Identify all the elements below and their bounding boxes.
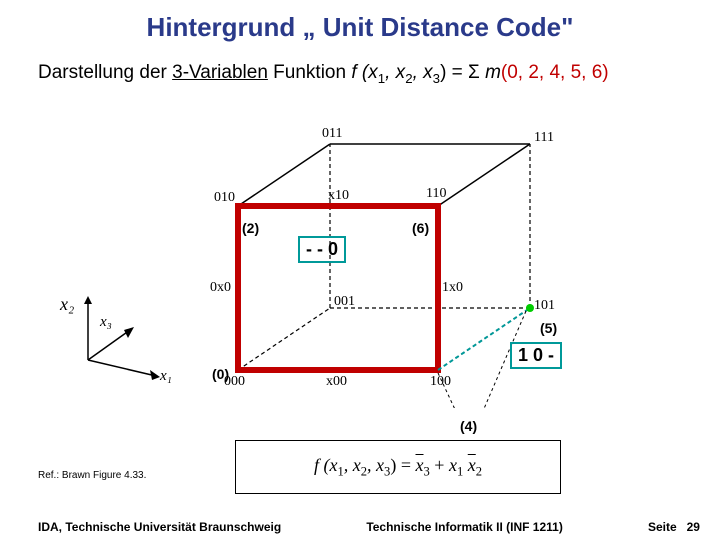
desc-pre: Darstellung der bbox=[38, 62, 172, 83]
footer-page-num: 29 bbox=[687, 520, 700, 534]
desc-m: m bbox=[485, 62, 501, 83]
vertex-100-label: 100 bbox=[430, 374, 451, 390]
axes-diagram: x₃ x₁ bbox=[52, 290, 182, 400]
eq-t3: x bbox=[468, 455, 476, 475]
annot-0: (0) bbox=[212, 366, 229, 382]
eq-c2: , x bbox=[367, 455, 384, 475]
eq-mid: ) = bbox=[390, 455, 415, 475]
eq-lhs: (x bbox=[319, 455, 337, 475]
desc-underlined: 3-Variablen bbox=[172, 62, 268, 83]
equation-box: f (x1, x2, x3) = x3 + x1 x2 bbox=[235, 440, 561, 494]
vertex-110-label: 110 bbox=[426, 186, 446, 202]
edge-0x0-label: 0x0 bbox=[210, 280, 231, 296]
annot-2: (2) bbox=[242, 220, 259, 236]
eq-t3s: 2 bbox=[476, 464, 482, 478]
desc-s1: 1 bbox=[378, 71, 385, 86]
group-box-1: - - 0 bbox=[298, 236, 346, 263]
annot-5: (5) bbox=[540, 320, 557, 336]
footer-page-label: Seite bbox=[648, 520, 677, 534]
footer-left: IDA, Technische Universität Braunschweig bbox=[38, 520, 281, 534]
desc-minterms: (0, 2, 4, 5, 6) bbox=[501, 62, 609, 83]
vertex-010-label: 010 bbox=[214, 190, 235, 206]
annot-4: (4) bbox=[460, 418, 477, 434]
eq-c1: , x bbox=[344, 455, 361, 475]
vertex-011-label: 011 bbox=[322, 126, 342, 142]
desc-s3: 3 bbox=[433, 71, 440, 86]
page-title: Hintergrund „ Unit Distance Code" bbox=[0, 12, 720, 43]
desc-s2: 2 bbox=[405, 71, 412, 86]
eq-t1: x bbox=[416, 455, 424, 475]
desc-eq: ) = Σ bbox=[440, 62, 485, 83]
description-text: Darstellung der 3-Variablen Funktion f (… bbox=[38, 60, 698, 88]
desc-args: (x bbox=[357, 62, 378, 83]
reference-text: Ref.: Brawn Figure 4.33. bbox=[38, 470, 146, 481]
desc-c1: , x bbox=[385, 62, 405, 83]
vertex-111-label: 111 bbox=[534, 130, 554, 146]
annot-6: (6) bbox=[412, 220, 429, 236]
vertex-101-label: 101 bbox=[534, 298, 555, 314]
axis-x3-label: x₃ bbox=[100, 314, 112, 331]
edge-x10-label: x10 bbox=[328, 188, 349, 204]
edge-x00-label: x00 bbox=[326, 374, 347, 390]
cube-diagram: 000 100 010 110 001 101 011 111 x10 0x0 … bbox=[180, 108, 580, 408]
desc-mid: Funktion bbox=[268, 62, 351, 83]
vertex-001-label: 001 bbox=[334, 294, 355, 310]
page-footer: IDA, Technische Universität Braunschweig… bbox=[38, 520, 700, 534]
edge-1x0-label: 1x0 bbox=[442, 280, 463, 296]
group-box-2: 1 0 - bbox=[510, 342, 562, 369]
desc-c2: , x bbox=[413, 62, 433, 83]
axis-x1-label: x₁ bbox=[160, 368, 172, 385]
eq-t2s: 1 bbox=[457, 464, 463, 478]
eq-t2: x bbox=[449, 455, 457, 475]
eq-plus: + bbox=[430, 455, 449, 475]
footer-mid: Technische Informatik II (INF 1211) bbox=[366, 520, 563, 534]
